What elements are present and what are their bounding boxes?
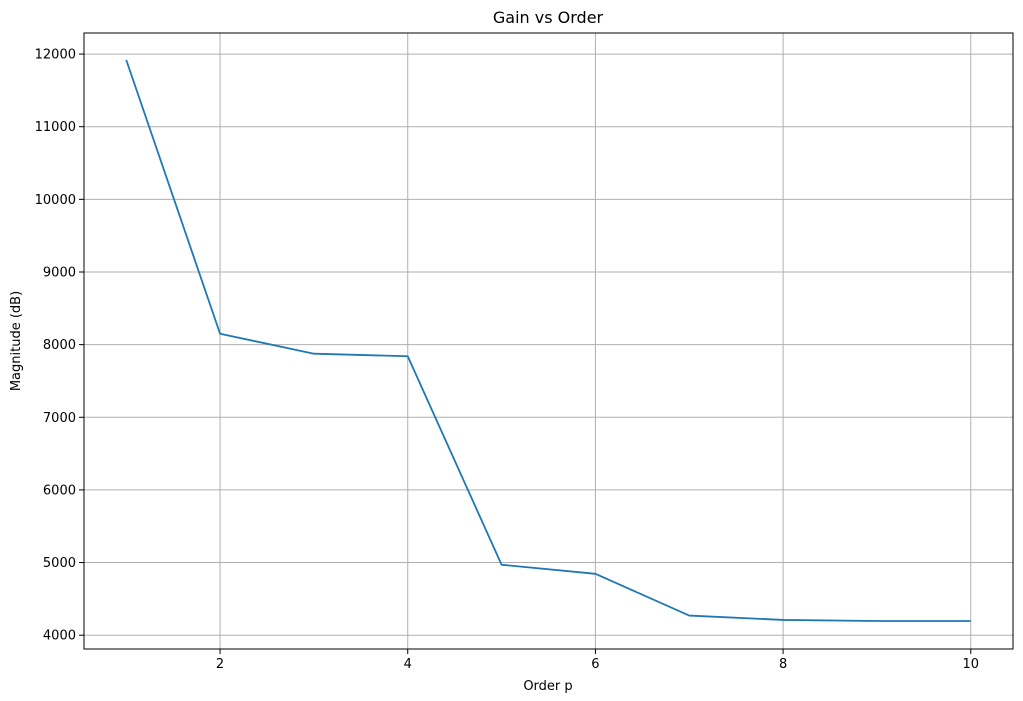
- series-layer: [125, 59, 971, 622]
- chart-title: Gain vs Order: [493, 8, 604, 27]
- y-tick-label: 9000: [43, 265, 76, 280]
- grid: [84, 33, 1013, 649]
- y-tick-label: 4000: [43, 629, 76, 644]
- x-axis: 2 4 6 8 10: [216, 649, 979, 672]
- y-axis-label: Magnitude (dB): [9, 291, 24, 391]
- y-tick-label: 5000: [43, 556, 76, 571]
- y-axis: 4000 5000 6000 7000 8000 9000 10000 11000 12000: [35, 48, 84, 644]
- x-tick-label: 4: [404, 657, 412, 672]
- y-tick-label: 6000: [43, 483, 76, 498]
- x-tick-label: 6: [591, 657, 599, 672]
- y-tick-label: 10000: [35, 193, 76, 208]
- y-tick-label: 12000: [35, 48, 76, 63]
- x-tick-label: 2: [216, 657, 224, 672]
- plot-frame: [83, 32, 1014, 650]
- y-tick-label: 7000: [43, 411, 76, 426]
- x-axis-label: Order p: [523, 679, 572, 694]
- y-tick-label: 8000: [43, 338, 76, 353]
- x-tick-label: 10: [962, 657, 979, 672]
- y-tick-label: 11000: [35, 120, 76, 135]
- series-line: [125, 59, 971, 622]
- x-tick-label: 8: [779, 657, 787, 672]
